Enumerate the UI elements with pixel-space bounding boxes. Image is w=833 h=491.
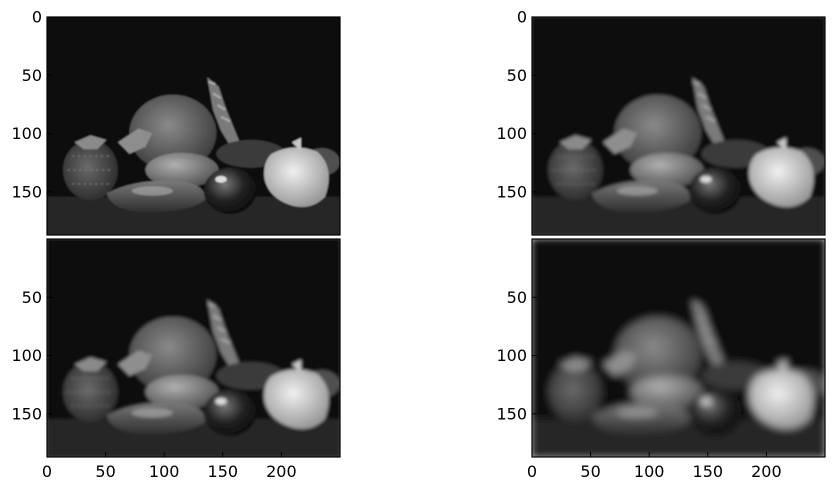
y-tick-label: 150: [11, 404, 42, 423]
y-tick-label: 100: [11, 124, 42, 143]
y-tick-label: 50: [507, 288, 527, 307]
x-tick-label: 200: [751, 462, 782, 481]
y-tick-label: 50: [22, 66, 42, 85]
y-tick-label: 0: [32, 8, 42, 27]
y-tick-label: 100: [11, 346, 42, 365]
panel-bottom-right: 0 50 100 150 200 50 100 150: [496, 238, 826, 481]
y-tick-label: 100: [496, 124, 527, 143]
panel-top-right: 0 50 100 150: [496, 8, 826, 236]
y-tick-label: 150: [11, 182, 42, 201]
panel-top-left: 0 50 100 150: [11, 8, 341, 236]
y-tick-label: 50: [22, 288, 42, 307]
y-tick-label: 100: [496, 346, 527, 365]
y-tick-label: 0: [517, 8, 527, 27]
x-axis-bottom-right: 0 50 100 150 200: [527, 452, 782, 481]
y-axis-top-right: 0 50 100 150: [496, 8, 537, 201]
x-axis-bottom-left: 0 50 100 150 200: [42, 452, 297, 481]
x-tick-label: 100: [149, 462, 180, 481]
x-tick-label: 0: [527, 462, 537, 481]
panel-bottom-left: 0 50 100 150 200 50 100 150: [11, 238, 341, 481]
x-tick-label: 100: [634, 462, 665, 481]
x-tick-label: 50: [580, 462, 600, 481]
x-tick-label: 0: [42, 462, 52, 481]
y-tick-label: 150: [496, 404, 527, 423]
y-axis-bottom-left: 50 100 150: [11, 288, 52, 423]
x-tick-label: 50: [95, 462, 115, 481]
y-axis-top-left: 0 50 100 150: [11, 8, 52, 201]
y-tick-label: 150: [496, 182, 527, 201]
x-tick-label: 150: [693, 462, 724, 481]
x-tick-label: 150: [208, 462, 239, 481]
y-tick-label: 50: [507, 66, 527, 85]
x-tick-label: 200: [266, 462, 297, 481]
y-axis-bottom-right: 50 100 150: [496, 288, 537, 423]
